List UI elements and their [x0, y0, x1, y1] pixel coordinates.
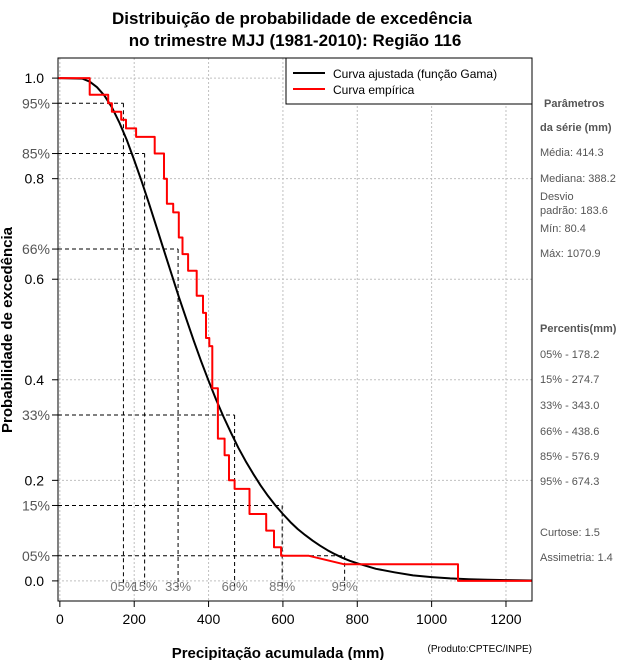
- percentile-05: 05% - 178.2: [540, 349, 599, 361]
- x-axis-label: Precipitação acumulada (mm): [172, 645, 385, 660]
- y-pct-tick-label: 33%: [22, 407, 50, 423]
- x-axis: 0 200 400 600 800 1000 1200: [56, 601, 522, 627]
- stat-desvio-line2: padrão: 183.6: [540, 205, 608, 217]
- y-axis: 0.0 0.2 0.4 0.6 0.8 1.0 05% 15% 33% 66% 85% 95%: [22, 70, 58, 589]
- y-tick-label: 1.0: [25, 70, 45, 86]
- legend-box: [285, 57, 533, 105]
- y-pct-tick-label: 95%: [22, 95, 50, 111]
- percentile-15: 15% - 274.7: [540, 374, 599, 386]
- legend-fitted-label: Curva ajustada (função Gama): [333, 67, 497, 81]
- product-credit: (Produto:CPTEC/INPE): [428, 644, 532, 655]
- percentile-85: 85% - 576.9: [540, 451, 599, 463]
- x-percentile-label: 85%: [269, 579, 295, 594]
- y-axis-label: Probabilidade de excedência: [0, 226, 16, 433]
- stat-curtose: Curtose: 1.5: [540, 527, 600, 539]
- stat-min: Mín: 80.4: [540, 223, 586, 235]
- y-tick-label: 0.2: [25, 472, 45, 488]
- params-heading-line1: Parâmetros: [544, 98, 605, 110]
- y-tick-label: 0.8: [25, 171, 45, 187]
- x-tick-label: 1200: [490, 611, 521, 627]
- x-tick-label: 200: [123, 611, 147, 627]
- y-tick-label: 0.6: [25, 271, 45, 287]
- x-percentile-labels: 05%15% 33% 66% 85% 95%: [110, 579, 358, 594]
- grid: [58, 58, 532, 601]
- empirical-curve: [58, 77, 532, 582]
- y-pct-tick-label: 85%: [22, 146, 50, 162]
- y-pct-tick-label: 15%: [22, 497, 50, 513]
- series-lines: [58, 77, 533, 582]
- stat-max: Máx: 1070.9: [540, 248, 601, 260]
- fitted-gamma-curve: [59, 77, 533, 582]
- x-percentile-label: 15%: [132, 579, 158, 594]
- legend-empirical-label: Curva empírica: [333, 83, 415, 97]
- chart-title-line1: Distribuição de probabilidade de excedên…: [112, 9, 472, 28]
- x-percentile-label: 05%: [110, 579, 136, 594]
- y-tick-label: 0.4: [25, 372, 45, 388]
- x-percentile-label: 66%: [222, 579, 248, 594]
- percentile-33: 33% - 343.0: [540, 400, 599, 412]
- x-tick-label: 400: [197, 611, 221, 627]
- percentile-66: 66% - 438.6: [540, 426, 599, 438]
- stat-mediana: Mediana: 388.2: [540, 173, 616, 185]
- x-percentile-label: 95%: [332, 579, 358, 594]
- percentis-heading: Percentis(mm): [540, 323, 617, 335]
- x-tick-label: 800: [346, 611, 370, 627]
- plot-area: [57, 57, 533, 602]
- percentile-guides: [58, 102, 346, 587]
- x-tick-label: 0: [56, 611, 64, 627]
- chart-title-line2: no trimestre MJJ (1981-2010): Região 116: [129, 31, 462, 50]
- y-pct-tick-label: 05%: [22, 548, 50, 564]
- percentile-95: 95% - 674.3: [540, 476, 599, 488]
- x-tick-label: 600: [271, 611, 295, 627]
- y-pct-tick-label: 66%: [22, 241, 50, 257]
- params-heading-line2: da série (mm): [540, 122, 612, 134]
- y-tick-label: 0.0: [25, 573, 45, 589]
- stat-assimetria: Assimetria: 1.4: [540, 552, 613, 564]
- legend: Curva ajustada (função Gama) Curva empír…: [285, 57, 533, 105]
- x-percentile-label: 33%: [165, 579, 191, 594]
- stat-media: Média: 414.3: [540, 147, 604, 159]
- stat-desvio-line1: Desvio: [540, 191, 574, 203]
- stats-panel: Parâmetros da série (mm) Média: 414.3 Me…: [540, 98, 617, 564]
- x-tick-label: 1000: [416, 611, 447, 627]
